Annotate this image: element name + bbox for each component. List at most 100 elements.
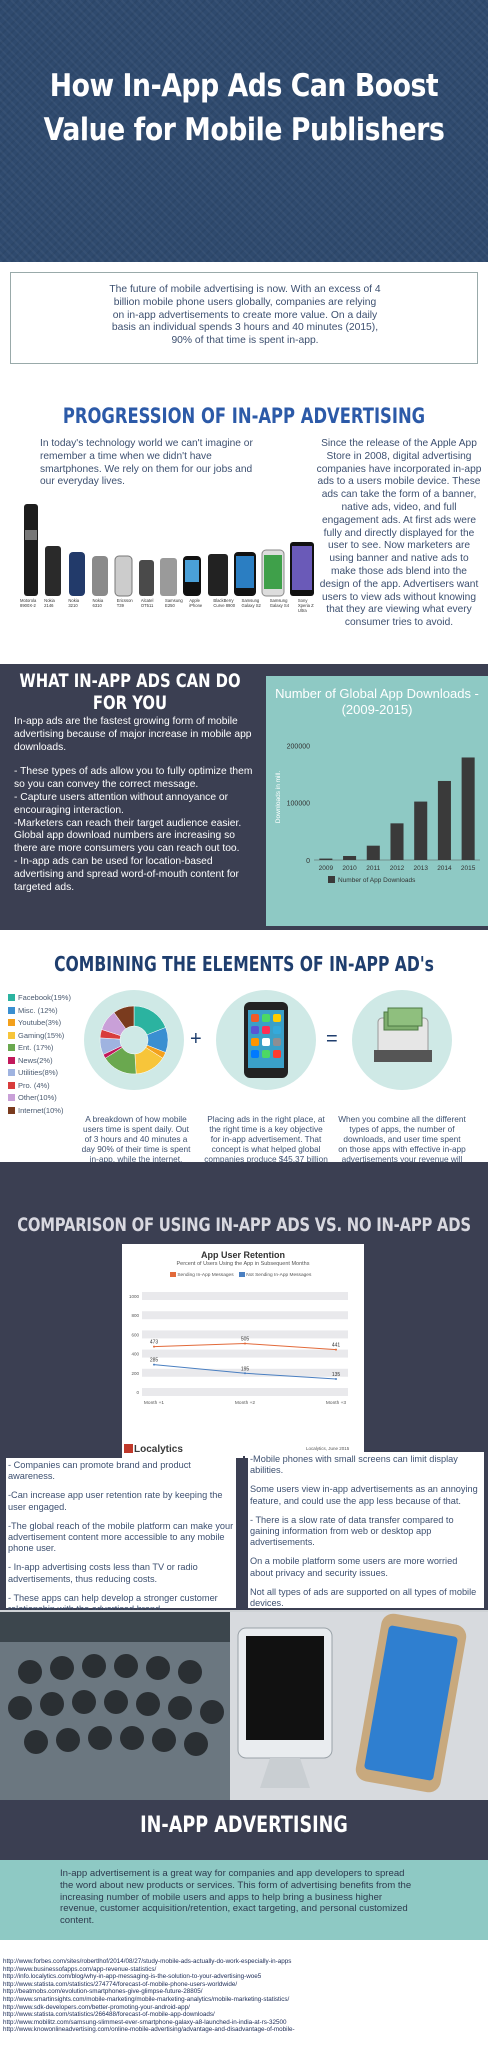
progression-title: PROGRESSION OF IN-APP ADVERTISING [62,404,426,428]
legend-item: News(2%) [8,1055,88,1068]
comparison-title: COMPARISON OF USING IN-APP ADS VS. NO IN… [17,1214,471,1236]
bar [366,845,380,860]
progression-right-text: Since the release of the Apple App Store… [316,438,482,629]
y-tick-label: 400 [131,1352,139,1357]
y-tick-label: 1000 [129,1294,140,1299]
comparison-pros: - Companies can promote brand and produc… [6,1458,236,1614]
data-label: 505 [241,1337,250,1343]
grid-band [142,1292,348,1300]
legend-item: Internet(10%) [8,1105,88,1118]
equals-sign: = [326,1028,338,1050]
downloads-bar-chart: 0 100000 200000 2009 2010 2011 2012 2013 2014 201… [275,743,480,872]
y-tick-label: 800 [131,1313,139,1318]
x-tick-label: 2009 [319,865,334,872]
reference-link[interactable]: http://www.forbes.com/sites/robertlhof/2… [3,1958,292,1965]
x-tick-label: 2010 [342,865,357,872]
typewriter-devices-image [0,1612,488,1800]
plus-sign: + [190,1028,202,1050]
localytics-logo: Localytics [124,1444,183,1455]
pro-item: -Can increase app user retention rate by… [8,1490,223,1512]
intro-section [0,262,488,374]
can-do-bullet: - These types of ads allow you to fully … [14,766,253,791]
money-phone-circle [352,990,452,1090]
legend-swatch [8,1106,15,1114]
donut-slice [113,1005,135,1030]
x-tick-label: 2014 [437,865,452,872]
con-item: On a mobile platform some users are more… [250,1556,458,1578]
bar [414,801,428,860]
progression-section [0,386,488,658]
reference-link[interactable]: http://www.statista.com/statistics/26648… [3,2011,215,2019]
reference-link[interactable]: http://beatmobs.com/evolution-smartphone… [3,1988,203,1996]
phone-model-labels: Motorola 8900X-2 Nokia 2146 Nokia 3210 N… [20,598,320,613]
retention-chart-title: App User Retention [200,1250,285,1260]
x-tick-label: Month +1 [144,1400,164,1406]
reference-link[interactable]: http://www.businessofapps.com/app-revenu… [3,1965,157,1973]
phone-label: BlackBerry Curve 8900 [213,598,236,608]
retention-line-chart: 0 200 400 600 800 1000 Month +1 Month +2 Month +… [129,1292,348,1406]
combining-title: COMBINING THE ELEMENTS OF IN-APP AD's [54,952,434,976]
bar [319,858,333,860]
y-tick-label: 0 [306,858,310,865]
pro-item: - These apps can help develop a stronger… [8,1592,218,1614]
data-point [153,1363,155,1366]
pro-item: - In-app advertising costs less than TV … [8,1562,198,1584]
phone-label: Apple iPhone [189,598,203,608]
downloads-chart-legend: Number of App Downloads [328,876,415,884]
legend-item: Utilities(8%) [8,1067,88,1080]
reference-link[interactable]: http://www.smartinsights.com/mobile-mark… [3,1995,290,2003]
bar [343,855,357,860]
can-do-bullet: - In-app ads can be used for location-ba… [14,855,239,893]
data-label: 285 [150,1358,159,1364]
reference-link[interactable]: http://www.statista.com/statistics/27477… [3,1980,238,1988]
legend-item: Gaming(15%) [8,1030,88,1043]
legend-item: Pro. (4%) [8,1080,88,1093]
phone-label: Alcatel OT511 [140,598,154,608]
grid-band [142,1330,348,1339]
legend-swatch [8,1069,15,1076]
con-item: Not all types of ads are supported on al… [250,1586,477,1609]
can-do-title: WHAT IN-APP ADS CAN DO FOR YOU [19,670,241,714]
header-banner: How In-App Ads Can Boost Value for Mobile… [0,0,488,262]
x-tick-label: 2015 [461,865,476,872]
legend-swatch [8,1056,15,1064]
bar [390,823,404,860]
legend-swatch [8,994,15,1001]
data-point [335,1378,337,1381]
donut-background [84,990,184,1090]
pro-item: - Companies can promote brand and produc… [8,1460,191,1482]
reference-link[interactable]: http://www.knowonlineadvertising.com/onl… [3,2026,295,2034]
final-text-panel [0,1860,488,1940]
data-label: 195 [241,1366,250,1372]
phone-label: Motorola 8900X-2 [20,598,37,608]
legend-item: Misc. (12%) [8,1005,88,1018]
y-tick-label: 100000 [287,801,310,808]
final-title-band [0,1800,488,1860]
reference-link[interactable]: http://info.localytics.com/blog/why-in-a… [3,1973,262,1981]
legend-swatch [8,1081,15,1089]
legend-item: Ent. (17%) [8,1042,88,1055]
downloads-chart-panel [266,676,488,926]
phone-label: Samsung Galaxy S4 [269,598,290,608]
legend-swatch [8,1006,15,1014]
reference-link[interactable]: http://www.sdk-developers.com/better-pro… [3,2003,190,2011]
data-point [335,1348,337,1351]
grid-band [142,1388,348,1396]
data-label: 473 [150,1340,159,1346]
legend-swatch [8,1019,15,1026]
reference-link[interactable]: http://www.mobilitz.com/samsung-slimmest… [3,2018,287,2026]
can-do-text: In-app ads are the fastest growing form … [14,716,258,894]
legend-label: Not Sending In-App Messages [246,1273,312,1278]
downloads-chart-title: Number of Global App Downloads - (2009-2… [275,686,479,717]
y-tick-label: 200000 [287,743,310,750]
x-tick-label: 2011 [366,865,380,872]
legend-swatch [170,1272,176,1277]
y-tick-label: 600 [131,1332,139,1337]
y-tick-label: 0 [136,1390,139,1395]
phone-apps-circle [216,990,316,1090]
x-tick-label: 2013 [413,865,428,872]
page-title: How In-App Ads Can Boost Value for Mobile… [43,68,445,148]
bar [437,780,451,860]
can-do-bullet: - Capture users attention without annoya… [14,791,229,816]
legend-swatch [8,1031,15,1039]
